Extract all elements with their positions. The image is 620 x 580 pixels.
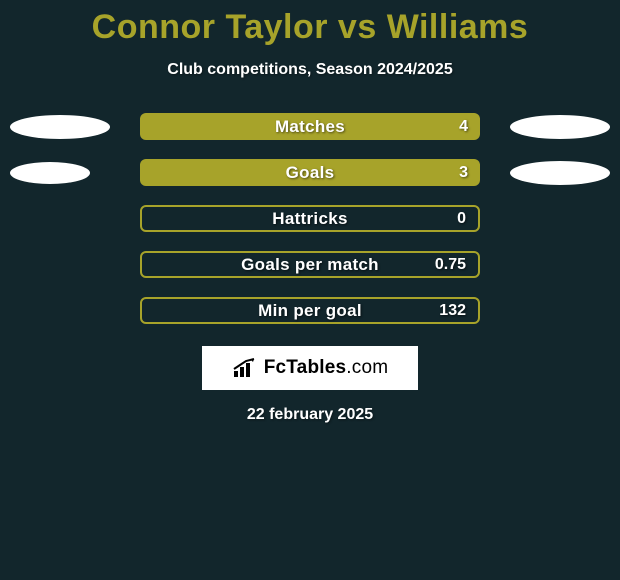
bar-hattricks: Hattricks 0 (140, 205, 480, 232)
subtitle: Club competitions, Season 2024/2025 (0, 61, 620, 79)
date-text: 22 february 2025 (0, 406, 620, 424)
bar-goals: Goals 3 (140, 159, 480, 186)
row-min-per-goal: Min per goal 132 (0, 297, 620, 324)
bar-value: 132 (439, 302, 466, 320)
ellipse-decoration (10, 115, 110, 139)
bar-label: Goals per match (241, 255, 379, 275)
bar-value: 0.75 (435, 256, 466, 274)
logo-suffix: .com (346, 357, 388, 378)
ellipse-decoration (10, 162, 90, 184)
row-goals-per-match: Goals per match 0.75 (0, 251, 620, 278)
bar-value: 3 (459, 164, 468, 182)
row-hattricks: Hattricks 0 (0, 205, 620, 232)
bar-label: Matches (275, 117, 345, 137)
chart-icon (232, 357, 258, 379)
bar-goals-per-match: Goals per match 0.75 (140, 251, 480, 278)
bar-min-per-goal: Min per goal 132 (140, 297, 480, 324)
comparison-canvas: Connor Taylor vs Williams Club competiti… (0, 0, 620, 580)
row-matches: Matches 4 (0, 113, 620, 140)
bar-label: Goals (286, 163, 335, 183)
bar-value: 4 (459, 118, 468, 136)
bar-matches: Matches 4 (140, 113, 480, 140)
bar-label: Hattricks (272, 209, 347, 229)
ellipse-decoration (510, 115, 610, 139)
logo-text: FcTables.com (264, 357, 389, 379)
bar-value: 0 (457, 210, 466, 228)
bar-label: Min per goal (258, 301, 362, 321)
logo-box: FcTables.com (202, 346, 418, 390)
logo-prefix: FcTables (264, 357, 347, 378)
stat-rows: Matches 4 Goals 3 Hattricks 0 Goals per … (0, 113, 620, 324)
page-title: Connor Taylor vs Williams (0, 8, 620, 47)
row-goals: Goals 3 (0, 159, 620, 186)
ellipse-decoration (510, 161, 610, 185)
